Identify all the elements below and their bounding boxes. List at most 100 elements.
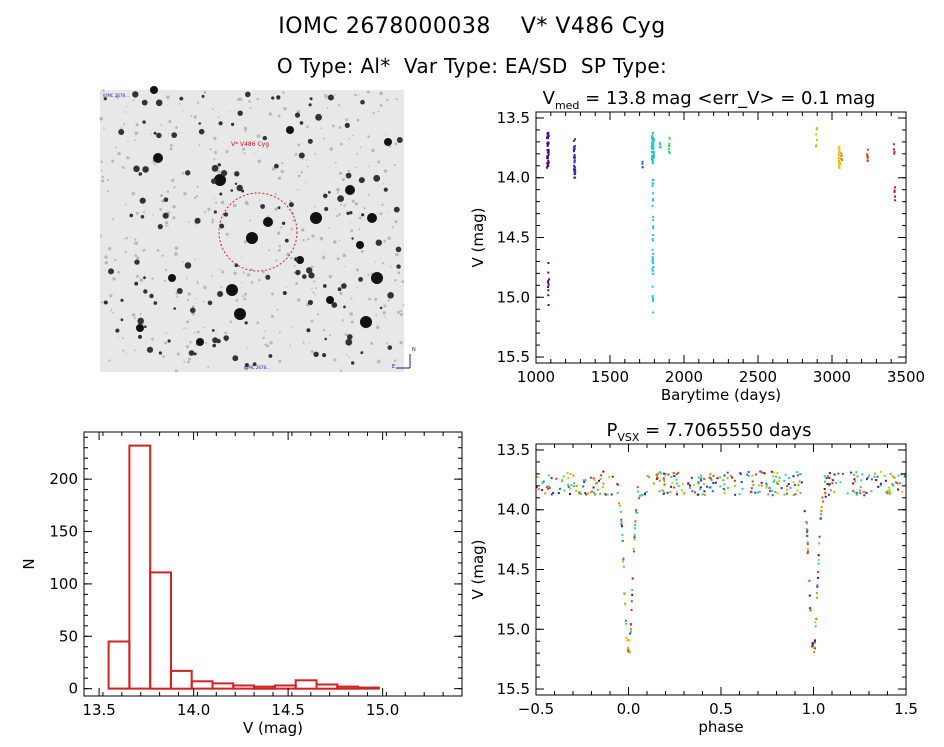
finder-noise-dot — [235, 299, 239, 302]
finder-star — [341, 283, 347, 289]
finder-noise-dot — [151, 337, 154, 341]
finder-star — [373, 174, 381, 182]
finder-noise-dot — [172, 216, 176, 220]
finder-star — [383, 187, 388, 192]
finder-noise-dot — [387, 299, 390, 302]
phased-point — [816, 585, 819, 588]
finder-star — [167, 339, 171, 343]
finder-noise-dot — [134, 349, 136, 352]
phased-point — [865, 492, 868, 494]
phased-point — [787, 482, 790, 485]
finder-star — [234, 308, 246, 320]
finder-noise-dot — [371, 148, 375, 153]
finder-noise-dot — [290, 227, 294, 231]
phased-point — [569, 473, 572, 475]
finder-noise-dot — [195, 298, 198, 300]
lightcurve-point — [573, 149, 575, 152]
phased-point — [821, 496, 824, 499]
phased-point — [771, 494, 774, 497]
finder-noise-dot — [302, 341, 305, 344]
phased-point — [630, 609, 633, 611]
phased-point — [761, 471, 764, 474]
finder-star — [294, 257, 299, 262]
phased-point — [633, 533, 636, 536]
finder-noise-dot — [165, 224, 167, 227]
lightcurve-point — [651, 260, 654, 263]
phased-point — [798, 480, 801, 483]
phased-point — [818, 535, 821, 538]
finder-noise-dot — [164, 268, 168, 272]
lightcurve-point — [840, 154, 843, 157]
phased-point — [897, 488, 900, 491]
finder-star — [149, 293, 154, 299]
phased-point — [573, 482, 576, 485]
finder-noise-dot — [213, 158, 216, 161]
finder-star — [171, 132, 178, 139]
histogram-bar — [149, 571, 172, 690]
finder-star — [155, 99, 163, 107]
phased-point — [623, 593, 626, 596]
finder-noise-dot — [382, 183, 384, 185]
finder-noise-dot — [335, 215, 338, 218]
finder-star — [134, 259, 140, 265]
phased-point — [631, 577, 634, 580]
phased-point — [876, 475, 879, 478]
finder-noise-dot — [188, 221, 190, 223]
finder-noise-dot — [136, 274, 140, 278]
phased-point — [630, 600, 633, 603]
lightcurve-point — [651, 285, 654, 288]
finder-noise-dot — [162, 355, 165, 358]
finder-noise-dot — [294, 153, 298, 156]
lightcurve-point — [547, 280, 550, 283]
finder-noise-dot — [362, 350, 364, 352]
histogram-bar — [190, 680, 214, 690]
phased-point — [806, 548, 809, 551]
phased-point — [723, 474, 726, 477]
histogram-frame — [83, 431, 463, 697]
phased-point — [710, 479, 713, 482]
lightcurve-point — [651, 158, 654, 161]
phased-point — [708, 476, 711, 479]
lightcurve-point — [652, 146, 655, 149]
finder-noise-dot — [315, 287, 317, 290]
finder-noise-dot — [379, 91, 383, 96]
phased-point — [611, 475, 614, 478]
phased-point — [658, 490, 661, 493]
phased-point — [636, 490, 639, 493]
lightcurve-point — [838, 167, 841, 170]
finder-noise-dot — [185, 327, 187, 329]
finder-star — [207, 300, 213, 306]
finder-noise-dot — [304, 181, 307, 183]
lightcurve-point — [651, 248, 654, 251]
finder-noise-dot — [344, 333, 348, 337]
finder-star — [343, 305, 346, 309]
finder-noise-dot — [358, 228, 361, 231]
lightcurve-point — [651, 148, 654, 151]
finder-noise-dot — [345, 354, 348, 356]
finder-noise-dot — [117, 270, 120, 274]
lightcurve-point — [652, 298, 655, 300]
finder-noise-dot — [198, 144, 201, 146]
finder-noise-dot — [203, 285, 207, 290]
phased-point — [888, 493, 891, 495]
finder-star — [347, 334, 353, 340]
finder-noise-dot — [253, 153, 256, 155]
finder-noise-dot — [400, 309, 403, 313]
phased-point — [730, 475, 733, 477]
phased-point — [681, 489, 683, 492]
phased-point — [776, 471, 779, 474]
finder-noise-dot — [368, 297, 371, 301]
finder-noise-dot — [350, 221, 352, 223]
finder-noise-dot — [195, 195, 198, 198]
lightcurve-point — [547, 134, 550, 137]
finder-east-label: E — [392, 364, 395, 370]
finder-image: V* V486 Cyg IOMC 2678... N E IOMC 2678..… — [99, 86, 416, 373]
title-subscript: med — [555, 99, 579, 112]
finder-star — [168, 274, 176, 282]
finder-noise-dot — [268, 249, 270, 252]
finder-star — [246, 232, 258, 244]
finder-noise-dot — [344, 265, 346, 267]
finder-noise-dot — [106, 179, 109, 182]
phased-point — [817, 571, 820, 573]
lightcurve-axes: 1000 1500 2000 2500 3000 3500 13.5 14.0 14.5 15.0… — [469, 109, 925, 404]
